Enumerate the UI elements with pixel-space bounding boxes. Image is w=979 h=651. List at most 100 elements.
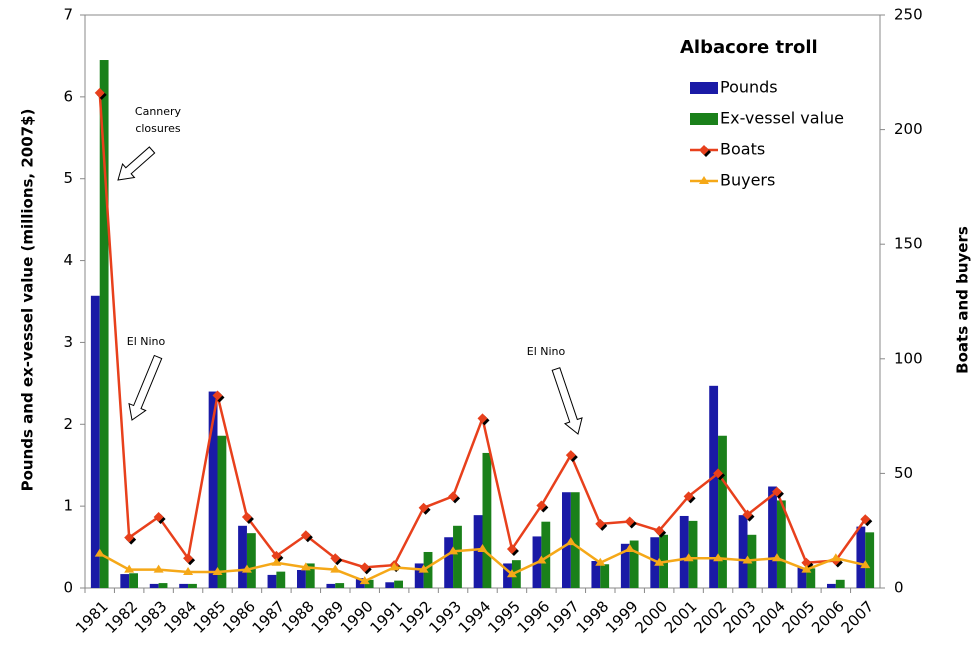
marker [595,518,606,529]
annotation: Cannery [135,105,182,118]
bar [718,435,727,588]
bar [591,560,601,588]
bar [188,583,197,588]
x-tick-label: 1981 [72,597,112,637]
y2-tick-label: 0 [894,579,904,597]
marker [359,576,370,585]
bar [90,295,100,588]
marker [330,553,341,564]
marker [418,502,429,513]
marker [271,550,282,561]
bar [179,583,189,588]
bar [246,533,256,588]
marker [418,564,429,573]
marker [595,557,606,566]
marker [801,557,812,568]
bar [208,391,218,588]
y-tick-label: 2 [63,415,73,433]
bar [120,574,130,588]
legend-label: Ex-vessel value [720,109,844,128]
bar [414,563,424,588]
bar [444,537,454,588]
bar [149,583,159,588]
bar [355,578,365,588]
y-tick-label: 6 [63,87,73,105]
legend-label: Pounds [720,78,778,97]
bar [394,580,403,588]
marker [771,486,782,497]
marker [241,511,252,522]
marker [124,564,135,573]
bar [827,583,836,588]
bar [679,515,689,588]
marker [241,564,252,573]
bar [297,569,306,588]
marker [565,537,576,546]
marker [477,544,488,553]
y-tick-label: 1 [63,497,73,515]
bar [620,543,630,588]
marker [153,564,164,573]
y-tick-label: 5 [63,169,73,187]
x-tick-label: 1991 [366,597,406,637]
bar [856,526,866,588]
marker [654,557,665,566]
bar [503,563,512,588]
x-tick-label: 1998 [573,597,613,637]
x-tick-label: 1987 [249,597,289,637]
marker [624,544,635,553]
bar [158,583,168,588]
x-tick-label: 1984 [160,597,200,637]
marker [212,390,223,401]
marker [183,553,194,564]
bar [129,573,138,588]
x-tick-label: 1992 [396,597,436,637]
y-tick-label: 0 [63,579,73,597]
x-tick-label: 2005 [779,597,819,637]
x-tick-label: 2001 [661,597,701,637]
bar [238,525,247,588]
legend-swatch [690,113,718,125]
x-tick-label: 1999 [602,597,642,637]
bar [217,435,227,588]
bar [650,537,660,588]
marker [153,511,164,522]
y2-tick-label: 250 [894,6,923,24]
bar [511,560,521,588]
marker [801,564,812,573]
bar [305,563,315,588]
y-tick-label: 3 [63,333,73,351]
y-axis-title: Pounds and ex-vessel value (millions, 20… [19,109,37,492]
x-tick-label: 1983 [131,597,171,637]
y2-tick-label: 100 [894,349,923,367]
x-tick-label: 1988 [278,597,318,637]
marker [624,516,635,527]
arrow-shape [128,354,163,421]
y-tick-label: 4 [63,251,73,269]
bar [276,571,286,588]
bar [600,564,610,588]
marker [506,569,517,578]
bar [562,492,571,588]
x-tick-label: 1997 [543,597,583,637]
marker [448,491,459,502]
annotation: closures [135,122,181,135]
bar [776,500,786,588]
marker [771,553,782,562]
x-tick-label: 2003 [720,597,760,637]
marker [212,566,223,575]
x-tick-label: 1996 [514,597,554,637]
marker [536,555,547,564]
marker [300,530,311,541]
x-tick-label: 1994 [455,597,495,637]
marker [477,413,488,424]
x-tick-label: 1986 [219,597,259,637]
marker [699,176,709,184]
y2-tick-label: 150 [894,235,923,253]
y2-tick-label: 50 [894,464,913,482]
marker [271,557,282,566]
bar [709,385,719,588]
bar [423,551,433,588]
bar [541,521,551,588]
